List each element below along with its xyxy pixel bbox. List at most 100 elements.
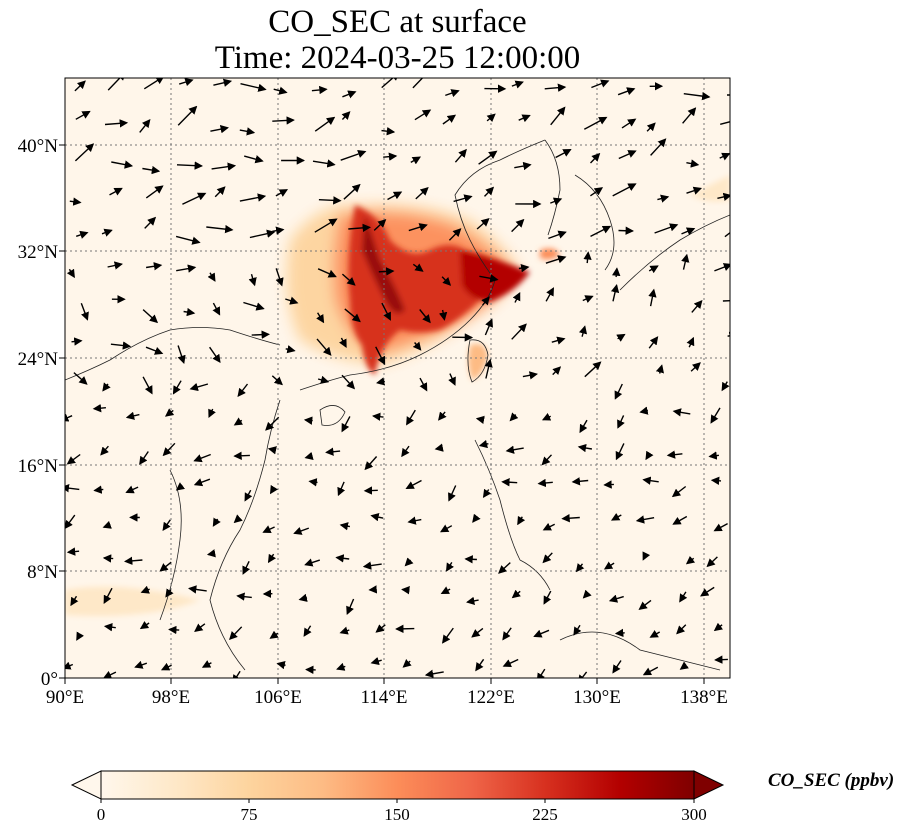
wind-vector <box>248 274 257 287</box>
wind-vector <box>210 125 229 134</box>
wind-vector <box>484 318 493 336</box>
wind-vector <box>201 660 212 668</box>
wind-vector <box>143 78 165 90</box>
wind-vector <box>101 228 113 237</box>
wind-vector <box>424 669 444 678</box>
wind-vector <box>336 662 346 671</box>
wind-vector <box>103 587 113 605</box>
wind-vector <box>717 192 730 202</box>
wind-vector <box>404 557 414 567</box>
wind-vector <box>472 513 481 523</box>
map-frame <box>64 77 731 679</box>
wind-vector <box>125 411 140 420</box>
wind-vector <box>536 668 546 678</box>
wind-vector <box>713 522 728 532</box>
wind-vector <box>612 660 622 674</box>
wind-vector <box>93 485 104 494</box>
wind-vector <box>551 336 566 345</box>
wind-vector <box>162 519 171 532</box>
wind-vector <box>244 489 253 502</box>
wind-vector <box>65 483 80 493</box>
wind-vector <box>212 517 221 527</box>
wind-vector <box>110 341 132 350</box>
wind-vector <box>75 230 89 239</box>
wind-vector <box>648 288 657 307</box>
wind-vector <box>727 331 730 340</box>
wind-vector <box>272 116 295 125</box>
wind-vector <box>414 109 432 121</box>
wind-vector <box>178 78 194 87</box>
wind-vector <box>339 337 347 348</box>
wind-vector <box>522 371 538 380</box>
wind-vector <box>518 264 530 273</box>
wind-vector <box>577 443 593 453</box>
wind-vector <box>236 592 252 601</box>
wind-vector <box>476 217 490 230</box>
wind-vector <box>139 451 149 466</box>
wind-vector <box>214 186 226 198</box>
wind-vector <box>511 218 525 233</box>
wind-vector <box>209 346 221 364</box>
wind-vector <box>655 364 664 374</box>
colorbar-tick-label: 150 <box>384 805 410 824</box>
wind-vector <box>685 555 696 565</box>
wind-vector <box>666 450 683 459</box>
wind-vector <box>144 216 157 229</box>
wind-vector <box>679 591 688 603</box>
wind-vector <box>438 411 447 421</box>
wind-vector <box>316 312 325 324</box>
wind-vector <box>314 218 338 233</box>
wind-vector <box>642 476 659 485</box>
wind-vector <box>271 375 283 386</box>
wind-vector <box>239 193 267 202</box>
wind-vector <box>71 337 83 346</box>
wind-vector <box>325 447 341 456</box>
wind-vector <box>318 196 342 205</box>
wind-vector <box>502 658 519 667</box>
wind-vector <box>160 662 172 671</box>
wind-vector <box>690 362 701 372</box>
wind-vector <box>419 309 431 324</box>
wind-vector <box>410 156 422 165</box>
wind-vector <box>193 453 211 463</box>
wind-vector <box>671 485 687 498</box>
wind-vector <box>638 599 652 610</box>
lat-tick-label: 24°N <box>17 349 58 370</box>
wind-vector <box>676 624 687 635</box>
wind-vector <box>573 624 582 636</box>
wind-vector <box>193 478 211 487</box>
wind-vector <box>304 451 314 461</box>
wind-vector <box>642 666 659 676</box>
wind-vector <box>722 300 730 302</box>
wind-vector <box>211 162 237 171</box>
lon-tick-label: 98°E <box>151 687 191 708</box>
wind-vector <box>237 383 249 398</box>
wind-vector <box>517 515 526 526</box>
wind-vector <box>102 554 114 563</box>
wind-vector <box>298 593 308 602</box>
wind-vector <box>610 512 622 521</box>
wind-vector <box>583 251 592 264</box>
wind-vector <box>314 116 336 132</box>
wind-vector <box>552 366 562 376</box>
wind-vector <box>363 486 378 495</box>
wind-vector <box>412 263 424 272</box>
wind-vector <box>102 520 112 529</box>
wind-vector <box>590 225 612 238</box>
wind-vector <box>262 525 275 533</box>
wind-vector <box>648 336 659 349</box>
wind-vector <box>378 267 395 276</box>
wind-vector <box>577 671 588 678</box>
wind-vector <box>233 417 244 426</box>
wind-vector <box>70 595 79 607</box>
wind-vector <box>686 336 695 348</box>
wind-vector <box>612 267 621 278</box>
wind-vector <box>159 561 172 572</box>
lon-tick-label: 122°E <box>467 687 515 708</box>
wind-vector <box>475 658 485 672</box>
coastlines <box>65 139 730 671</box>
wind-vector <box>267 553 276 564</box>
wind-vector <box>614 628 625 638</box>
wind-vector <box>691 299 703 313</box>
